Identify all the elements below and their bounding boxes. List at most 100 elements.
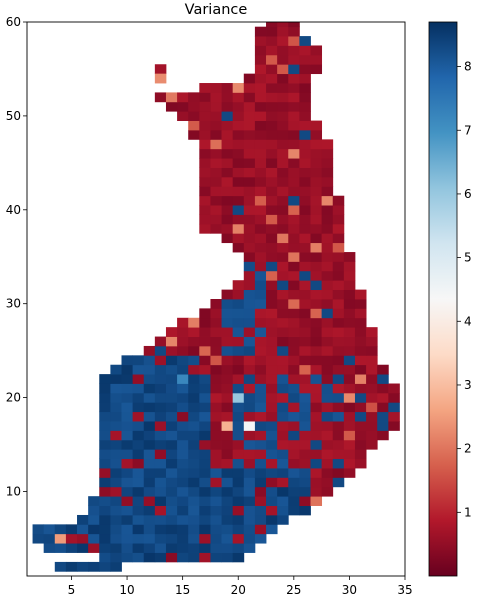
heatmap-cell — [332, 261, 345, 272]
heatmap-cell — [299, 308, 311, 319]
heatmap-cell — [110, 552, 122, 563]
heatmap-cell — [154, 421, 167, 431]
heatmap-cell — [266, 336, 278, 347]
heatmap-cell — [99, 543, 111, 553]
heatmap-cell — [110, 505, 122, 516]
heatmap-cell — [199, 327, 211, 337]
heatmap-cell — [99, 449, 111, 460]
heatmap-cell — [277, 176, 289, 187]
heatmap-cell — [277, 336, 289, 347]
heatmap-cell — [188, 336, 200, 347]
heatmap-cell — [232, 458, 245, 469]
heatmap-cell — [288, 327, 300, 337]
heatmap-cell — [32, 524, 45, 535]
heatmap-cell — [143, 533, 156, 544]
heatmap-cell — [321, 176, 334, 187]
heatmap-cell — [343, 458, 356, 469]
heatmap-cell — [132, 552, 145, 563]
heatmap-cell — [366, 345, 378, 356]
heatmap-cell — [243, 252, 256, 262]
heatmap-cell — [288, 176, 300, 187]
heatmap-cell — [232, 233, 245, 244]
heatmap-cell — [243, 223, 256, 234]
heatmap-cell — [354, 383, 367, 394]
heatmap-cell — [321, 242, 334, 253]
heatmap-cell — [232, 92, 245, 103]
heatmap-cell — [232, 477, 245, 488]
heatmap-cell — [210, 92, 222, 103]
heatmap-cell — [366, 421, 378, 431]
heatmap-cell — [199, 120, 211, 131]
heatmap-cell — [210, 402, 222, 413]
heatmap-cell — [343, 327, 356, 337]
heatmap-cell — [310, 167, 323, 178]
heatmap-cell — [199, 195, 211, 206]
heatmap-cell — [388, 392, 400, 403]
heatmap-cell — [143, 411, 156, 422]
heatmap-cell — [254, 73, 267, 84]
heatmap-cell — [288, 83, 300, 93]
heatmap-cell — [210, 111, 222, 121]
heatmap-cell — [199, 176, 211, 187]
heatmap-cell — [199, 514, 211, 525]
heatmap-cell — [199, 468, 211, 478]
heatmap-cell — [132, 402, 145, 413]
heatmap-cell — [299, 148, 311, 159]
heatmap-cell — [266, 252, 278, 262]
heatmap-cell — [266, 139, 278, 150]
heatmap-cell — [310, 233, 323, 244]
heatmap-cell — [221, 383, 234, 394]
heatmap-cell — [232, 158, 245, 168]
heatmap-cell — [299, 364, 311, 375]
heatmap-cell — [77, 543, 89, 553]
heatmap-cell — [243, 411, 256, 422]
heatmap-cell — [210, 552, 222, 563]
heatmap-cell — [243, 374, 256, 384]
heatmap-cell — [121, 402, 134, 413]
heatmap-cell — [277, 45, 289, 56]
heatmap-cell — [177, 477, 189, 488]
heatmap-cell — [366, 392, 378, 403]
heatmap-cell — [132, 543, 145, 553]
heatmap-cell — [210, 439, 222, 450]
heatmap-cell — [232, 355, 245, 366]
heatmap-cell — [154, 449, 167, 460]
heatmap-cell — [232, 214, 245, 225]
heatmap-cell — [221, 411, 234, 422]
heatmap-cell — [277, 64, 289, 75]
heatmap-cell — [299, 411, 311, 422]
heatmap-cell — [310, 148, 323, 159]
heatmap-cell — [121, 364, 134, 375]
heatmap-cell — [343, 289, 356, 300]
heatmap-cell — [243, 73, 256, 84]
heatmap-cell — [221, 355, 234, 366]
heatmap-cell — [132, 468, 145, 478]
heatmap-cell — [210, 486, 222, 497]
heatmap-cell — [243, 92, 256, 103]
heatmap-cell — [299, 252, 311, 262]
heatmap-cell — [310, 364, 323, 375]
heatmap-cell — [210, 505, 222, 516]
heatmap-cell — [332, 308, 345, 319]
heatmap-cell — [243, 514, 256, 525]
heatmap-cell — [99, 383, 111, 394]
heatmap-cell — [277, 223, 289, 234]
heatmap-cell — [299, 45, 311, 56]
heatmap-cell — [121, 486, 134, 497]
heatmap-cell — [232, 308, 245, 319]
heatmap-cell — [177, 392, 189, 403]
heatmap-cell — [377, 383, 389, 394]
heatmap-cell — [99, 561, 111, 572]
heatmap-cell — [288, 139, 300, 150]
heatmap-cell — [266, 505, 278, 516]
heatmap-cell — [154, 64, 167, 75]
heatmap-cell — [177, 383, 189, 394]
heatmap-cell — [288, 242, 300, 253]
heatmap-cell — [110, 514, 122, 525]
heatmap-cell — [188, 533, 200, 544]
heatmap-cell — [266, 22, 278, 28]
heatmap-cell — [132, 514, 145, 525]
colorbar-tick-label: 7 — [464, 123, 472, 137]
x-tick-label: 15 — [175, 583, 190, 597]
heatmap-cell — [154, 477, 167, 488]
